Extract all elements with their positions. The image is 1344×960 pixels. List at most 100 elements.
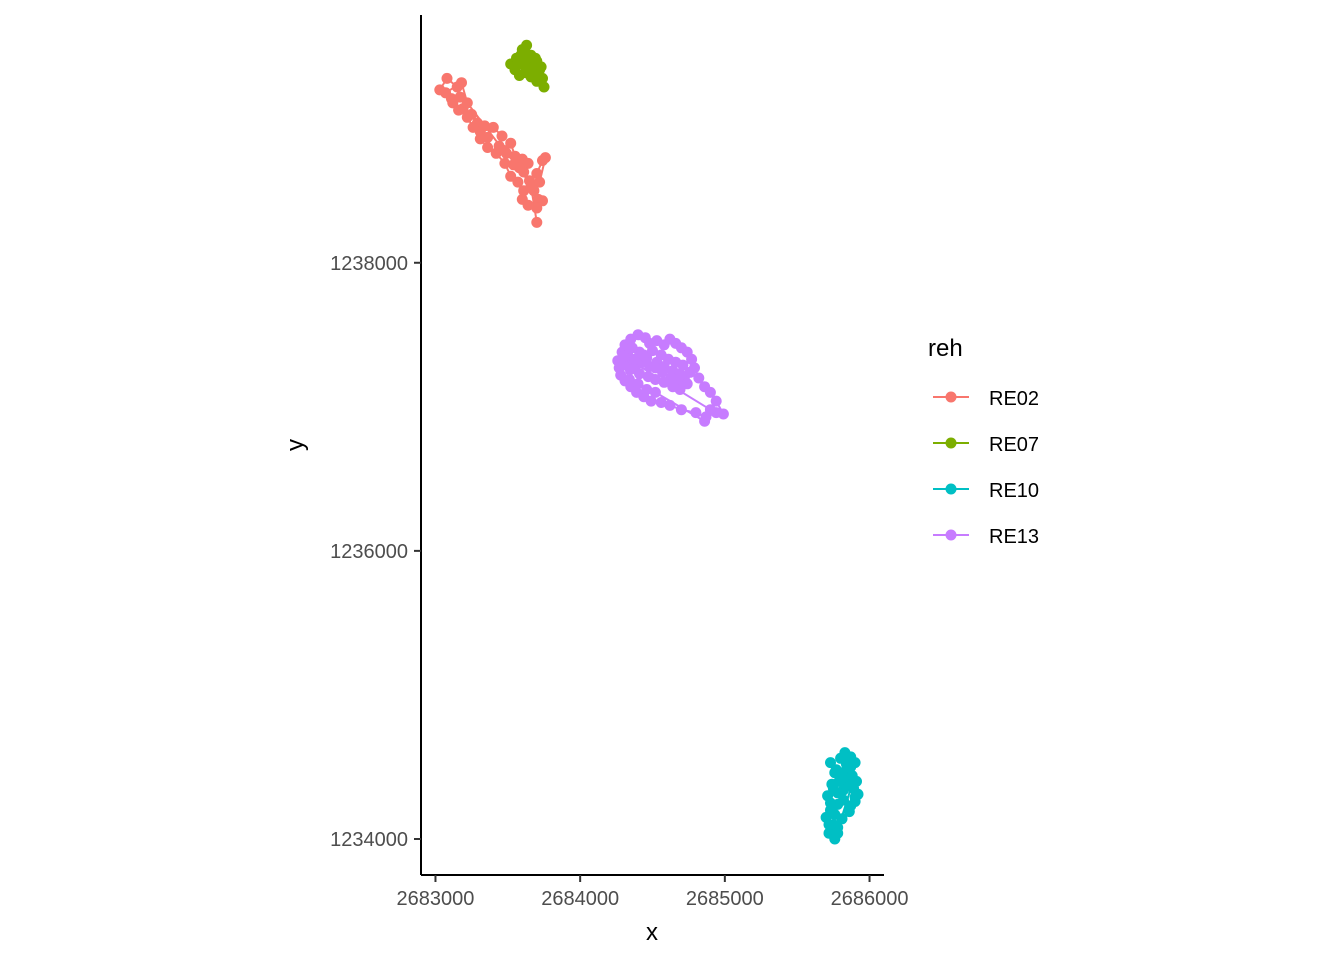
data-point xyxy=(522,157,534,169)
data-point xyxy=(693,372,705,384)
data-point xyxy=(529,52,541,64)
data-point xyxy=(505,137,517,149)
y-ticks: 1234000 1236000 1238000 xyxy=(330,253,421,851)
legend-key-point xyxy=(945,529,957,541)
data-point xyxy=(531,216,543,228)
data-point xyxy=(534,176,546,188)
data-point xyxy=(456,77,467,89)
data-point xyxy=(638,349,650,361)
legend-item-re13: RE13 xyxy=(933,526,1039,548)
data-point xyxy=(474,133,486,145)
x-axis-title: x xyxy=(646,919,658,946)
data-point xyxy=(641,384,653,395)
data-point xyxy=(849,757,861,769)
legend-item-re02: RE02 xyxy=(933,388,1039,410)
data-point xyxy=(513,162,525,174)
data-point xyxy=(516,193,528,205)
data-point xyxy=(649,362,661,374)
data-point xyxy=(623,374,635,385)
data-point xyxy=(647,345,658,357)
legend-item-re07: RE07 xyxy=(933,434,1039,456)
data-point xyxy=(704,404,716,416)
data-point xyxy=(461,97,473,109)
plot-area xyxy=(434,39,864,845)
legend-label: RE02 xyxy=(989,388,1039,410)
series-re02 xyxy=(434,72,551,228)
y-axis-title: y xyxy=(282,439,309,451)
data-point xyxy=(487,121,499,133)
data-point xyxy=(825,757,836,769)
legend-item-re10: RE10 xyxy=(933,480,1039,502)
legend-label: RE13 xyxy=(989,526,1039,548)
data-point xyxy=(843,806,855,818)
data-point xyxy=(642,371,654,383)
data-point xyxy=(618,350,630,362)
data-point xyxy=(634,368,645,380)
legend-label: RE07 xyxy=(989,434,1039,456)
data-point xyxy=(519,47,531,58)
data-point xyxy=(539,152,551,164)
legend-key-point xyxy=(945,391,957,403)
data-point xyxy=(496,130,508,142)
data-point xyxy=(664,399,676,411)
data-point xyxy=(825,797,836,809)
y-tick-label: 1234000 xyxy=(330,829,408,851)
series-re10 xyxy=(820,747,864,845)
data-point xyxy=(629,353,641,365)
data-point xyxy=(832,827,844,839)
data-point xyxy=(441,72,453,84)
x-tick-label: 2683000 xyxy=(397,888,475,910)
data-point xyxy=(690,407,702,419)
data-point xyxy=(823,819,835,831)
data-point xyxy=(649,386,661,398)
data-point xyxy=(699,415,711,427)
data-point xyxy=(846,778,858,790)
series-re13 xyxy=(612,329,729,427)
legend-label: RE10 xyxy=(989,480,1039,502)
data-point xyxy=(440,87,452,99)
data-point xyxy=(686,353,698,365)
x-tick-label: 2684000 xyxy=(541,888,619,910)
data-point xyxy=(658,376,670,388)
data-point xyxy=(632,378,644,390)
legend-items: RE02 RE07 RE10 RE13 xyxy=(933,388,1039,548)
x-ticks: 2683000 2684000 2685000 2686000 xyxy=(397,875,909,910)
y-tick-label: 1236000 xyxy=(330,541,408,563)
data-point xyxy=(836,813,848,825)
data-point xyxy=(531,168,543,179)
data-point xyxy=(677,359,689,371)
data-point xyxy=(524,64,535,76)
data-point xyxy=(849,791,861,803)
legend: reh RE02 RE07 RE10 RE13 xyxy=(928,335,1039,548)
series-re07 xyxy=(505,39,550,93)
data-point xyxy=(499,157,511,169)
data-point xyxy=(531,202,543,214)
data-point xyxy=(535,61,547,73)
legend-title: reh xyxy=(928,335,963,362)
data-point xyxy=(655,397,667,408)
data-point xyxy=(479,120,491,132)
axes xyxy=(420,15,884,876)
data-point xyxy=(525,180,537,192)
legend-key-point xyxy=(945,437,957,449)
data-point xyxy=(667,381,679,393)
x-tick-label: 2686000 xyxy=(831,888,909,910)
x-tick-label: 2685000 xyxy=(686,888,764,910)
data-point xyxy=(467,121,479,133)
y-tick-label: 1238000 xyxy=(330,253,408,275)
data-point xyxy=(675,404,687,416)
data-point xyxy=(453,104,465,116)
data-point xyxy=(835,774,847,786)
data-point xyxy=(826,778,838,790)
data-point xyxy=(505,170,517,182)
legend-key-point xyxy=(945,483,957,495)
data-point xyxy=(710,395,722,407)
data-point xyxy=(684,366,696,378)
data-point xyxy=(511,59,522,71)
data-point xyxy=(704,386,716,398)
data-point xyxy=(498,144,509,156)
data-point xyxy=(482,142,494,153)
data-point xyxy=(618,359,630,371)
data-point xyxy=(461,111,473,123)
